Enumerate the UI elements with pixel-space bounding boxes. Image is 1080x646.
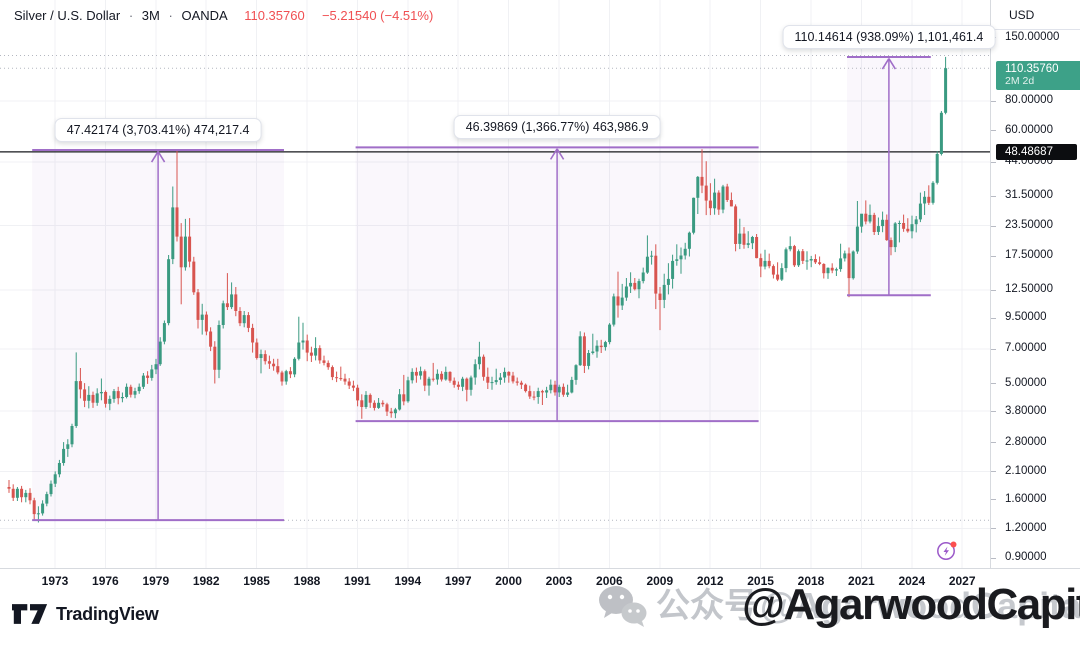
tradingview-logo[interactable]: TradingView [12,603,159,625]
time-axis-label: 2009 [646,574,674,588]
price-axis-tick [991,289,996,291]
price-axis-tick [991,348,996,350]
axis-divider [991,29,1080,30]
price-axis-label: 23.50000 [1005,219,1053,232]
price-axis-tick [991,130,996,132]
price-axis-tick [991,471,996,473]
time-axis-label: 2003 [545,574,573,588]
time-axis-label: 1976 [92,574,119,588]
price-axis-label: 7.00000 [1005,342,1047,355]
interval-label[interactable]: 3M [141,8,160,23]
price-axis-label: 5.00000 [1005,376,1047,389]
time-axis-label: 1988 [293,574,321,588]
price-axis-label: 150.00000 [1005,30,1060,43]
currency-label[interactable]: USD [1009,8,1035,22]
candlestick-chart[interactable] [0,0,990,568]
price-axis-label: 3.80000 [1005,404,1047,417]
time-axis-label: 2021 [848,574,875,588]
price-axis-label: 17.50000 [1005,249,1053,262]
time-axis-label: 1997 [444,574,472,588]
price-axis-label: 1.20000 [1005,521,1047,534]
time-axis-label: 2012 [696,574,724,588]
price-axis-tick [991,557,996,559]
time-axis-label: 2000 [495,574,522,588]
measurement-label[interactable]: 46.39869 (1,366.77%) 463,986.9 [453,115,661,140]
price-axis-tick [991,161,996,163]
separator-dot: · [168,8,173,23]
price-axis-tick [991,442,996,444]
last-price: 110.35760 [244,8,305,23]
price-axis-tick [991,499,996,501]
price-axis-label: 1.60000 [1005,492,1047,505]
measurement-label[interactable]: 110.14614 (938.09%) 1,101,461.4 [782,25,996,50]
price-axis-label: 60.00000 [1005,123,1053,136]
price-axis-tick [991,528,996,530]
tradingview-logo-icon [12,604,48,624]
symbol-title[interactable]: Silver / U.S. Dollar [14,8,121,23]
price-axis-label: 80.00000 [1005,94,1053,107]
time-axis-label: 1982 [192,574,220,588]
time-axis[interactable]: 1973 1976 1979 1982 1985 1988 1991 1994 1997 2000… [0,568,1080,595]
price-axis-tick [991,100,996,102]
exchange-label[interactable]: OANDA [181,8,227,23]
price-axis-label: 9.50000 [1005,311,1047,324]
grid [0,0,990,568]
notification-dot [950,541,957,548]
price-axis-label: 2.10000 [1005,464,1047,477]
time-axis-label: 2018 [797,574,825,588]
price-axis-tick [991,411,996,412]
time-axis-label: 2015 [747,574,774,588]
time-axis-label: 2024 [898,574,926,588]
flash-events-icon[interactable] [936,540,958,562]
brand-name: TradingView [56,603,159,624]
price-axis-label: 0.90000 [1005,551,1047,564]
price-axis-tick [991,383,996,385]
footer: TradingView [0,594,1080,646]
time-axis-label: 1991 [344,574,371,588]
price-axis-tick [991,317,996,319]
time-axis-label: 1973 [41,574,69,588]
time-axis-label: 2027 [948,574,976,588]
price-change: −5.21540 (−4.51%) [321,8,434,23]
separator-dot: · [128,8,134,23]
price-axis-label: 12.50000 [1005,283,1053,296]
symbol-header[interactable]: Silver / U.S. Dollar · 3M · OANDA 110.35… [14,8,433,23]
price-axis[interactable]: USD 150.00000 80.00000 60.00000 44.00000 31.… [990,0,1080,568]
level-price-badge: 48.48687 [996,143,1077,160]
measurement-label[interactable]: 47.42174 (3,703.41%) 474,217.4 [54,118,262,143]
last-price-badge: 110.35760 2M 2d [996,60,1080,90]
price-axis-tick [991,255,996,257]
time-axis-label: 1985 [243,574,270,588]
time-axis-label: 2006 [596,574,623,588]
time-axis-label: 1994 [394,574,422,588]
price-axis-tick [991,195,996,197]
price-axis-label: 2.80000 [1005,435,1047,448]
bar-countdown: 2M 2d [1005,75,1035,88]
chart-pane[interactable]: Silver / U.S. Dollar · 3M · OANDA 110.35… [0,0,996,568]
price-axis-tick [991,225,996,227]
price-axis-label: 31.50000 [1005,189,1053,202]
time-axis-label: 1979 [142,574,170,588]
